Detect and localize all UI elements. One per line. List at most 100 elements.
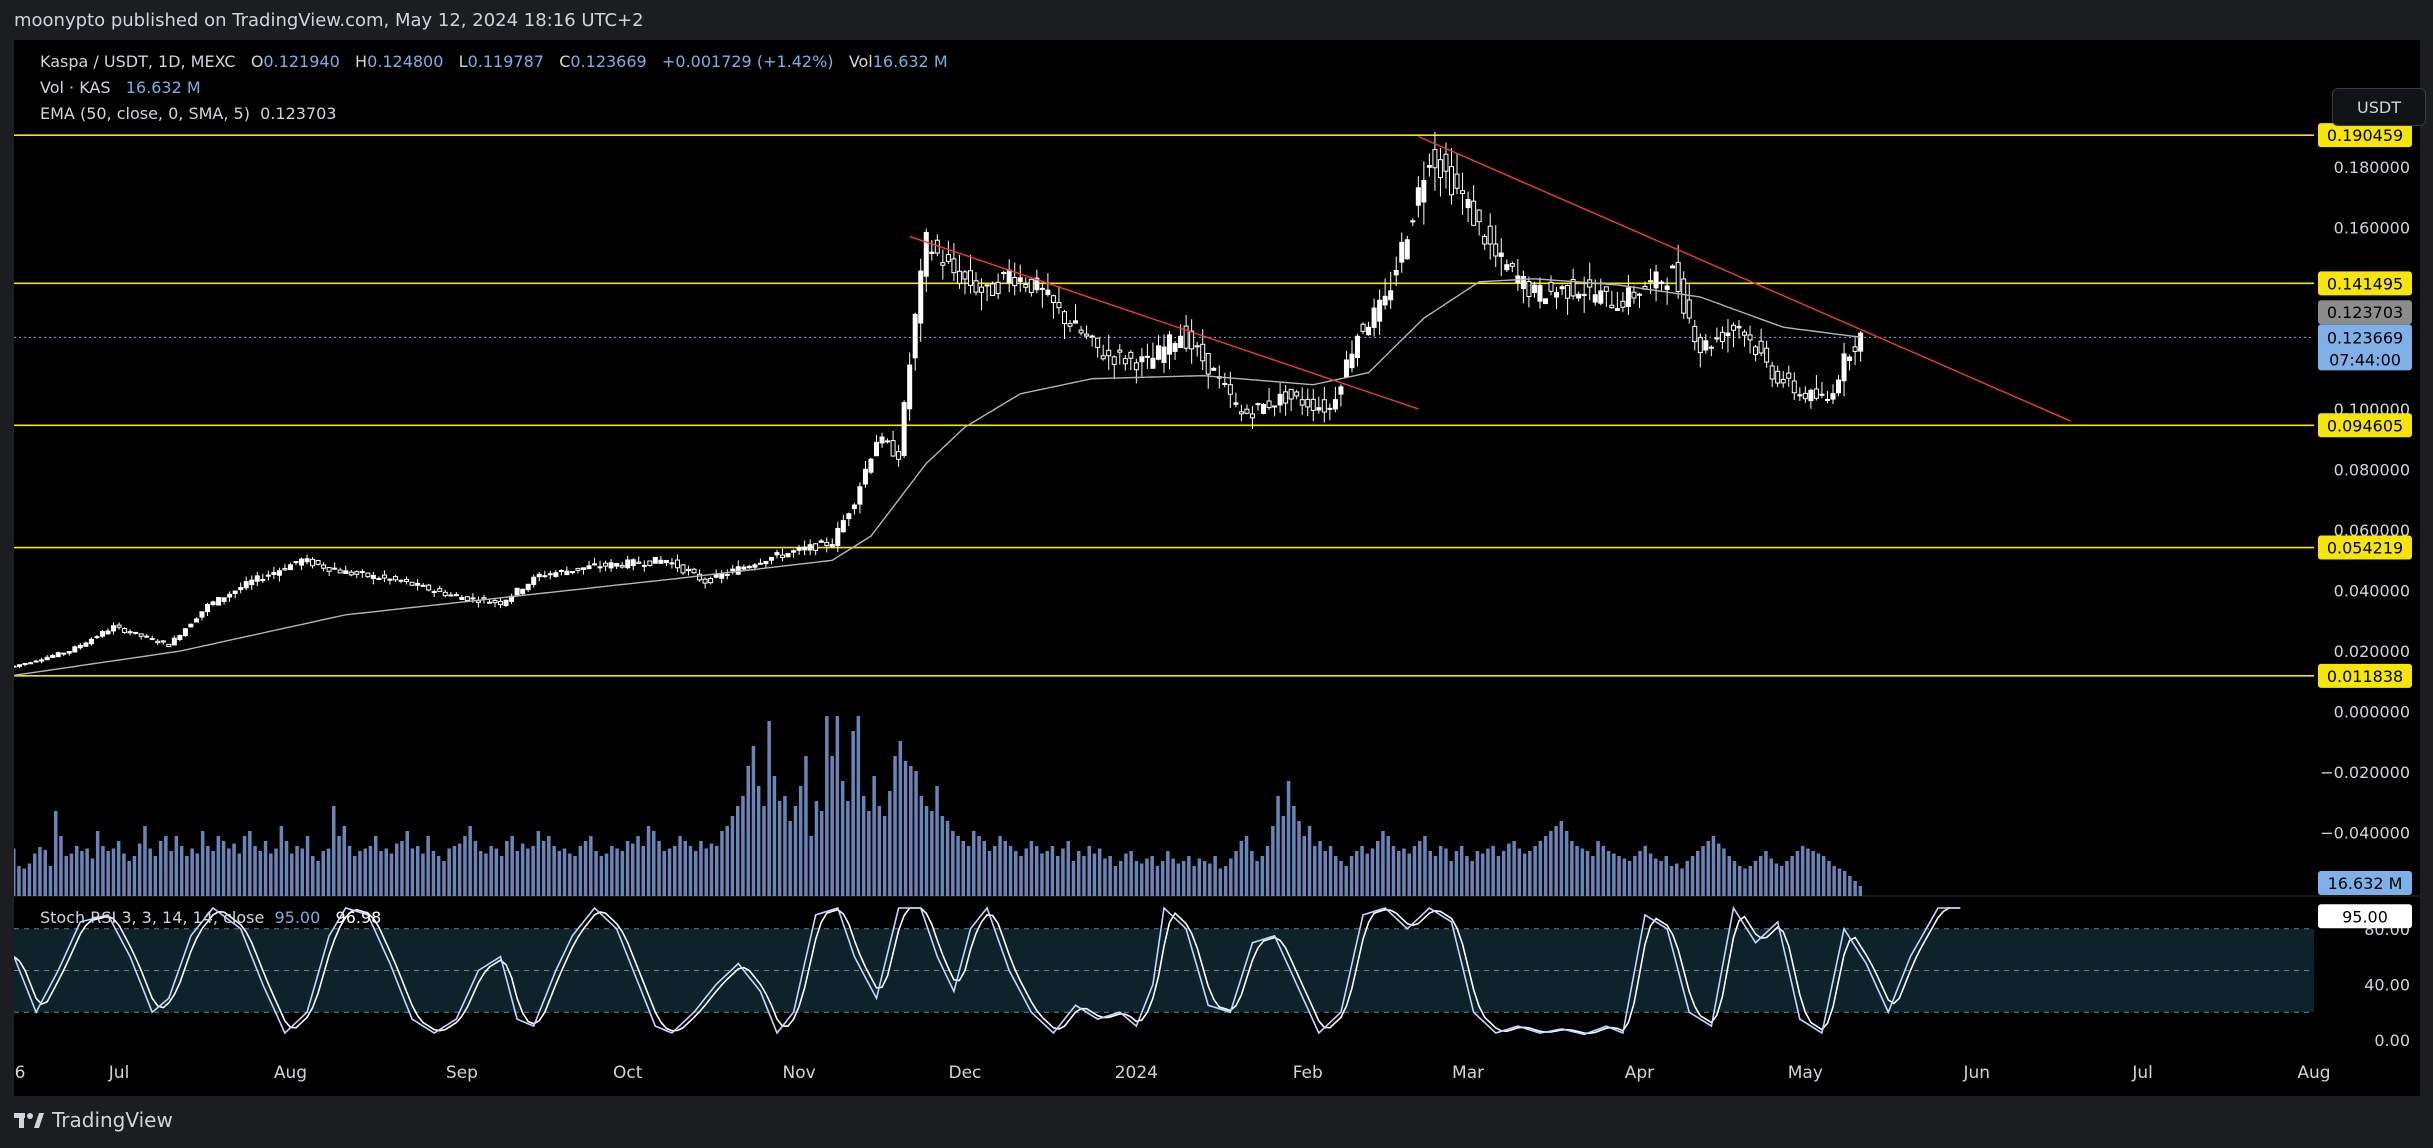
volume-bar	[1108, 856, 1112, 896]
volume-bar	[279, 826, 284, 896]
candle-body	[663, 560, 669, 564]
volume-bar	[1564, 831, 1569, 896]
volume-bar	[547, 836, 551, 896]
candle-body	[520, 588, 526, 595]
candle-body	[1471, 200, 1477, 226]
x-axis-tick-label: Apr	[1625, 1063, 1654, 1083]
volume-bar	[783, 796, 787, 896]
candle-body	[22, 662, 28, 666]
candle-body	[785, 552, 791, 558]
candle-body	[337, 569, 343, 574]
ema-legend-value: 0.123703	[260, 104, 337, 123]
candle-body	[1537, 285, 1543, 302]
chart-area[interactable]: 0.2000000.1800000.1600000.1400000.120000…	[14, 40, 2426, 1096]
level-price-badge: 0.054219	[2327, 539, 2403, 558]
volume-bar	[1764, 851, 1768, 896]
volume-bar	[1250, 851, 1254, 896]
volume-bar	[1538, 841, 1543, 896]
volume-bar	[48, 866, 53, 896]
volume-bar	[1118, 861, 1123, 896]
candle-body	[630, 559, 636, 566]
candle-body	[310, 558, 316, 567]
candle-body	[818, 540, 824, 543]
volume-bar	[153, 856, 158, 896]
tradingview-logo[interactable]: TradingView	[14, 1108, 173, 1132]
volume-bar	[1113, 866, 1118, 896]
volume-bar	[484, 853, 488, 896]
level-price-badge-box	[2318, 663, 2412, 688]
candle-body	[1437, 159, 1443, 179]
currency-button[interactable]: USDT	[2332, 88, 2426, 126]
candle-body	[1653, 271, 1659, 289]
candle-body	[127, 631, 133, 634]
candle-body	[995, 281, 1001, 295]
volume-bar	[1444, 848, 1448, 896]
candle-body	[1813, 388, 1819, 399]
candle-body	[1377, 299, 1383, 322]
volume-bar	[1585, 851, 1590, 896]
candle-body	[1133, 362, 1139, 371]
volume-bar	[421, 853, 425, 896]
candle-body	[431, 590, 437, 593]
candle-body	[708, 578, 714, 584]
volume-bar	[583, 841, 588, 896]
volume-bar	[1255, 861, 1259, 896]
candle-body	[221, 597, 227, 602]
volume-bar	[1286, 781, 1291, 896]
candle-body	[1006, 269, 1012, 284]
ema-name[interactable]: EMA (50, close, 0, SMA, 5)	[40, 104, 250, 123]
volume-bar	[1349, 856, 1354, 896]
volume-bar	[893, 756, 897, 896]
candle-body	[1095, 337, 1101, 348]
candle-body	[702, 578, 708, 584]
stoch-rsi-name[interactable]: Stoch RSI 3, 3, 14, 14, close	[40, 908, 265, 927]
y-axis-tick-label: 0.180000	[2334, 158, 2410, 177]
chart-canvas[interactable]: 0.2000000.1800000.1600000.1400000.120000…	[14, 40, 2420, 1096]
volume-bar	[715, 846, 719, 896]
candle-body	[840, 520, 846, 533]
volume-bar	[1622, 858, 1627, 896]
volume-bar	[358, 851, 362, 896]
candle-body	[1360, 323, 1366, 332]
volume-bar	[248, 831, 252, 896]
x-axis-tick-label: Oct	[613, 1063, 643, 1083]
volume-bar	[777, 801, 782, 896]
footer-bar: TradingView	[0, 1096, 2433, 1148]
volume-bar	[1533, 846, 1537, 896]
candle-body	[249, 579, 255, 586]
volume-bar	[751, 746, 756, 896]
volume-bar	[1711, 836, 1716, 896]
volume-bar	[1260, 856, 1265, 896]
candle-body	[1681, 278, 1687, 314]
volume-bar	[389, 853, 394, 896]
volume-bar	[1554, 826, 1558, 896]
volume-bar	[1171, 858, 1175, 896]
candle-body	[437, 588, 443, 592]
candle-body	[1128, 351, 1134, 359]
x-axis-tick-label: Aug	[2297, 1063, 2330, 1083]
candle-body	[619, 564, 625, 568]
volume-bar	[536, 831, 541, 896]
volume-bar	[620, 851, 625, 896]
volume-name[interactable]: Vol · KAS	[40, 78, 111, 97]
volume-bar	[237, 853, 242, 896]
volume-bar	[1407, 853, 1411, 896]
volume-bar	[568, 853, 572, 896]
volume-bar	[1145, 858, 1149, 896]
candle-body	[404, 578, 410, 582]
volume-bar	[221, 841, 226, 896]
volume-bar	[326, 848, 331, 896]
candle-body	[464, 596, 470, 601]
candle-body	[951, 258, 957, 274]
candle-body	[1460, 190, 1466, 194]
volume-bar	[122, 853, 126, 896]
volume-bar	[1181, 861, 1186, 896]
vol-label: Vol	[848, 52, 873, 71]
volume-bar	[1402, 848, 1406, 896]
vol-value: 16.632 M	[872, 52, 948, 71]
symbol-name[interactable]: Kaspa / USDT, 1D, MEXC	[40, 52, 236, 71]
candle-body	[1034, 277, 1040, 291]
candle-body	[1443, 153, 1449, 172]
volume-bar	[1150, 856, 1154, 896]
candle-body	[1100, 355, 1106, 360]
